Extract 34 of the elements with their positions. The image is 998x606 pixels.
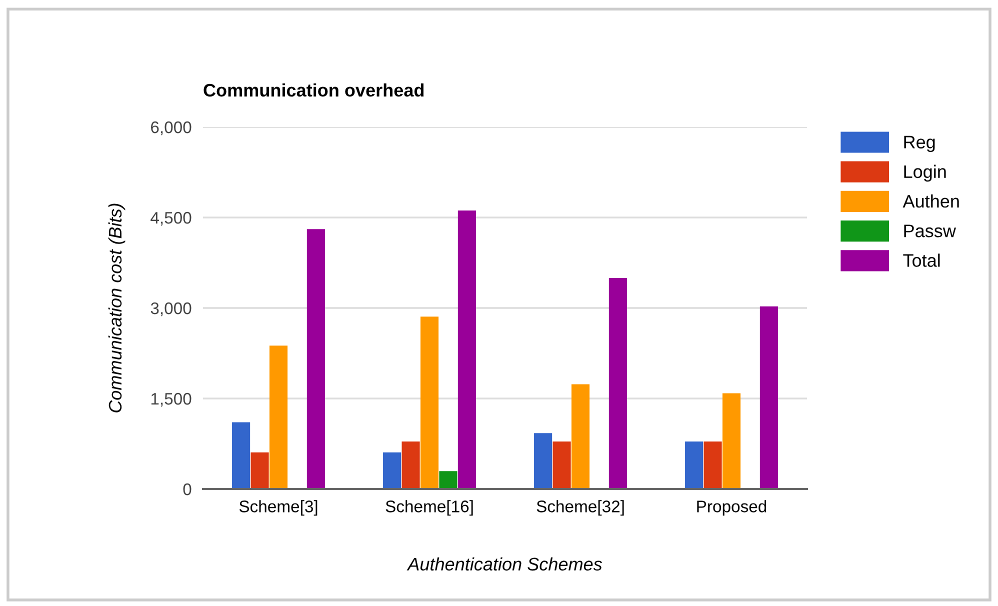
bar	[269, 346, 288, 489]
bar	[760, 306, 778, 489]
bar	[306, 229, 325, 489]
bar	[685, 442, 704, 489]
y-tick-label: 0	[183, 483, 192, 496]
y-tick-label: 3,000	[150, 302, 192, 316]
legend-label: Total	[903, 254, 940, 267]
legend-label: Login	[904, 164, 946, 182]
x-axis-title: Authentication Schemes	[406, 557, 602, 571]
x-tick-label: Scheme[32]	[536, 500, 624, 516]
bar	[552, 442, 571, 489]
legend-label: Passw	[904, 224, 956, 238]
x-tick-label: Proposed	[697, 500, 766, 516]
bar	[439, 471, 458, 489]
bar	[402, 442, 420, 489]
y-tick-label: 1,500	[151, 392, 192, 407]
x-tick-label: Scheme[16]	[386, 500, 473, 516]
bar	[232, 422, 250, 489]
bar	[571, 384, 590, 489]
legend-label: Authen	[902, 194, 959, 208]
bar	[458, 210, 476, 489]
legend-label: Reg	[904, 136, 935, 152]
bar	[250, 452, 269, 489]
bar	[534, 433, 552, 489]
y-tick-label: 4,500	[150, 212, 192, 226]
bar	[704, 442, 722, 489]
bar	[420, 316, 439, 489]
y-tick-label: 6,000	[151, 121, 192, 136]
chart-title: Communication overhead	[204, 83, 424, 97]
bar	[722, 393, 741, 489]
bar	[383, 452, 402, 489]
x-tick-label: Scheme[3]	[239, 500, 318, 516]
bar	[608, 278, 627, 489]
y-axis-title: Communication cost (Bits)	[108, 204, 126, 412]
